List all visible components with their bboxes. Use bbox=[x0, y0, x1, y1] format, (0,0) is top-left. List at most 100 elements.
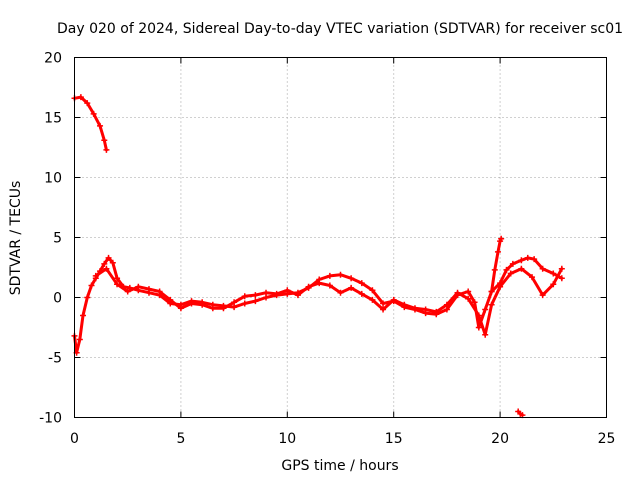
data-point bbox=[518, 265, 525, 272]
data-point bbox=[558, 275, 565, 282]
data-point bbox=[231, 299, 238, 306]
data-point bbox=[518, 257, 525, 264]
data-point bbox=[84, 100, 91, 107]
y-axis-label: SDTVAR / TECUs bbox=[8, 181, 24, 296]
data-point bbox=[380, 306, 387, 313]
data-point bbox=[84, 294, 91, 301]
data-point bbox=[294, 292, 301, 299]
data-point bbox=[220, 305, 227, 312]
plot-frame bbox=[74, 57, 607, 418]
data-point bbox=[482, 331, 489, 338]
data-point bbox=[558, 265, 565, 272]
data-point bbox=[482, 306, 489, 313]
data-point bbox=[411, 305, 418, 312]
data-point bbox=[471, 299, 478, 306]
data-point bbox=[465, 288, 472, 295]
data-point bbox=[241, 293, 248, 300]
data-point bbox=[114, 275, 121, 282]
y-tick-label: -10 bbox=[39, 411, 62, 427]
data-point bbox=[101, 260, 108, 267]
data-point bbox=[454, 289, 461, 296]
data-point bbox=[326, 272, 333, 279]
data-point bbox=[529, 274, 536, 281]
data-point bbox=[475, 312, 482, 319]
data-point bbox=[369, 287, 376, 294]
data-point bbox=[114, 281, 121, 288]
data-point bbox=[401, 301, 408, 308]
data-point bbox=[498, 235, 505, 242]
x-tick-label: 10 bbox=[278, 431, 296, 447]
data-point bbox=[92, 272, 99, 279]
x-tick-label: 5 bbox=[176, 431, 185, 447]
data-point bbox=[241, 300, 248, 307]
data-point bbox=[488, 288, 495, 295]
y-tick-label: 15 bbox=[44, 111, 62, 127]
data-point bbox=[109, 259, 116, 266]
data-point bbox=[167, 296, 174, 303]
data-point bbox=[97, 122, 104, 129]
series-group bbox=[92, 265, 565, 338]
data-point bbox=[252, 292, 259, 299]
data-point bbox=[422, 306, 429, 313]
data-point bbox=[326, 282, 333, 289]
data-point bbox=[337, 289, 344, 296]
data-point bbox=[88, 282, 95, 289]
data-point bbox=[358, 280, 365, 287]
x-tick-label: 15 bbox=[385, 431, 403, 447]
data-point bbox=[77, 94, 84, 101]
data-point bbox=[188, 300, 195, 307]
data-point bbox=[101, 137, 108, 144]
series-group bbox=[515, 408, 526, 419]
data-point bbox=[491, 266, 498, 273]
y-tick-label: 0 bbox=[53, 291, 62, 307]
data-point bbox=[105, 254, 112, 261]
data-point bbox=[252, 298, 259, 305]
data-point bbox=[539, 292, 546, 299]
chart-title: Day 020 of 2024, Sidereal Day-to-day VTE… bbox=[57, 21, 623, 37]
data-point bbox=[539, 265, 546, 272]
data-point bbox=[380, 300, 387, 307]
data-point bbox=[488, 301, 495, 308]
data-point bbox=[284, 287, 291, 294]
data-point bbox=[90, 110, 97, 117]
data-point bbox=[348, 284, 355, 291]
y-tick-label: 10 bbox=[44, 171, 62, 187]
series-group bbox=[71, 94, 110, 153]
data-point bbox=[135, 283, 142, 290]
y-tick-label: -5 bbox=[48, 351, 62, 367]
data-point bbox=[209, 305, 216, 312]
data-point bbox=[124, 288, 131, 295]
data-point bbox=[507, 270, 514, 277]
data-point bbox=[524, 254, 531, 261]
data-point bbox=[531, 256, 538, 263]
series-line bbox=[94, 267, 564, 337]
data-point bbox=[199, 301, 206, 308]
data-point bbox=[348, 275, 355, 282]
data-point bbox=[475, 324, 482, 331]
data-point bbox=[103, 146, 110, 153]
data-point bbox=[550, 281, 557, 288]
data-point bbox=[509, 260, 516, 267]
data-point bbox=[494, 248, 501, 255]
data-point bbox=[443, 301, 450, 308]
data-point bbox=[337, 271, 344, 278]
data-point bbox=[316, 280, 323, 287]
data-series bbox=[71, 94, 565, 419]
series-group bbox=[488, 235, 505, 295]
y-tick-label: 20 bbox=[44, 51, 62, 67]
data-point bbox=[433, 308, 440, 315]
x-tick-label: 0 bbox=[70, 431, 79, 447]
data-point bbox=[369, 296, 376, 303]
data-point bbox=[177, 305, 184, 312]
data-point bbox=[305, 283, 312, 290]
x-axis-label: GPS time / hours bbox=[281, 458, 398, 474]
data-point bbox=[358, 290, 365, 297]
data-point bbox=[263, 289, 270, 296]
y-tick-label: 5 bbox=[53, 231, 62, 247]
data-point bbox=[465, 295, 472, 302]
data-point bbox=[76, 336, 83, 343]
x-tick-label: 20 bbox=[491, 431, 509, 447]
data-point bbox=[80, 312, 87, 319]
